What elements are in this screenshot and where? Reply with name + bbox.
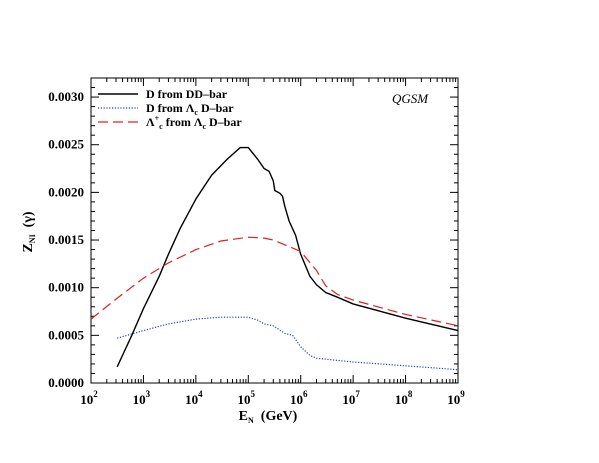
annotation-qgsm: QGSM bbox=[392, 91, 429, 106]
y-axis-label-rest: (γ) bbox=[21, 211, 36, 234]
x-tick-label: 108 bbox=[395, 389, 413, 407]
y-tick-label: 0.0010 bbox=[48, 280, 84, 295]
x-tick-label: 104 bbox=[185, 389, 203, 407]
x-tick-label: 106 bbox=[290, 389, 308, 407]
legend-label-2: D from Λc D–bar bbox=[146, 101, 234, 117]
y-axis-label-sub: NI bbox=[28, 234, 37, 243]
axis-ticks bbox=[90, 77, 459, 384]
x-tick-label: 107 bbox=[342, 389, 360, 407]
x-axis-label: EN (GeV) bbox=[239, 409, 298, 425]
x-tick-label: 103 bbox=[133, 389, 151, 407]
legend-label-1: D from DD–bar bbox=[146, 87, 228, 101]
x-tick-label: 109 bbox=[447, 389, 465, 407]
series-line-1 bbox=[116, 146, 459, 368]
x-axis-label-sub: N bbox=[248, 416, 254, 425]
y-axis-label: ZNI (γ) bbox=[21, 211, 37, 252]
series-line-3 bbox=[90, 236, 459, 327]
x-tick-label: 105 bbox=[238, 389, 256, 407]
series-lines bbox=[90, 146, 459, 371]
x-tick-label: 102 bbox=[80, 389, 98, 407]
y-tick-label: 0.0020 bbox=[48, 184, 84, 199]
y-tick-label: 0.0025 bbox=[48, 137, 84, 152]
y-axis-label-main: Z bbox=[21, 243, 36, 252]
x-axis-label-rest: (GeV) bbox=[254, 409, 298, 424]
y-tick-label: 0.0000 bbox=[48, 375, 84, 390]
x-tick-labels: 102 103 104 105 106 107 108 109 bbox=[80, 389, 465, 407]
y-tick-label: 0.0015 bbox=[48, 232, 84, 247]
y-tick-label: 0.0005 bbox=[48, 327, 84, 342]
x-axis-label-main: E bbox=[239, 409, 248, 424]
legend-label-3: Λ+c from Λc D–bar bbox=[146, 114, 242, 131]
series-line-2 bbox=[117, 316, 459, 371]
y-tick-labels: 0.0000 0.0005 0.0010 0.0015 0.0020 0.0025 0.00… bbox=[48, 89, 84, 390]
y-tick-label: 0.0030 bbox=[48, 89, 84, 104]
